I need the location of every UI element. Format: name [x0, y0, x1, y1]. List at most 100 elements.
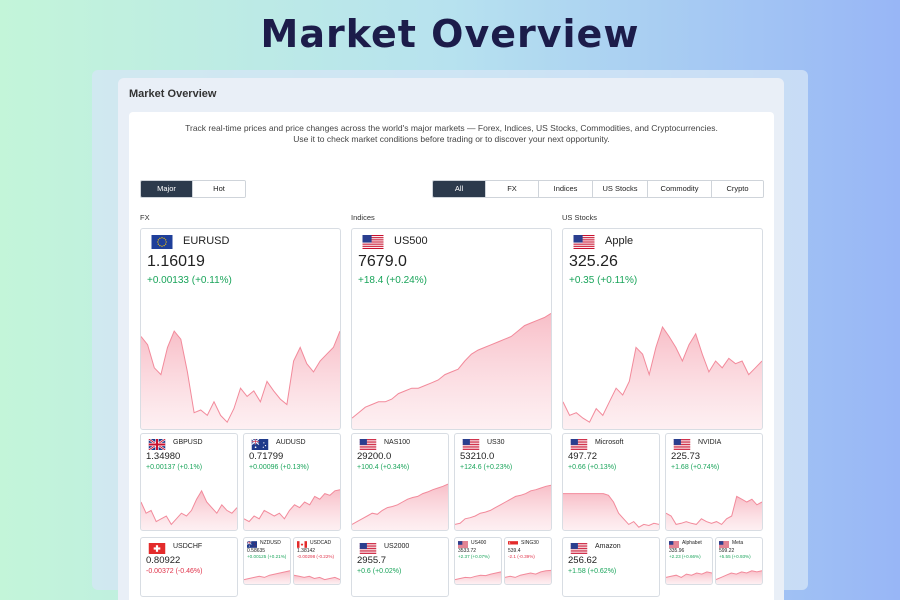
- market-card[interactable]: US30 53210.0 +124.6 (+0.23%): [454, 433, 552, 531]
- price-sparkline: [666, 571, 712, 584]
- sparkline-line: [563, 325, 762, 423]
- symbol-name: US500: [394, 235, 428, 247]
- market-card[interactable]: Alphabet 335.96 +2.23 (+0.66%): [665, 537, 713, 585]
- sparkline-area: [563, 493, 659, 530]
- price-change: -0.00372 (-0.46%): [146, 568, 203, 575]
- market-card[interactable]: GBPUSD 1.34980 +0.00137 (+0.1%): [140, 433, 238, 531]
- price-sparkline: [141, 489, 237, 530]
- market-card[interactable]: NAS100 29200.0 +100.4 (+0.34%): [351, 433, 449, 531]
- symbol-name: US400: [471, 540, 487, 546]
- price-value: 3533.72: [458, 548, 477, 554]
- price-sparkline: [716, 570, 762, 584]
- symbol-name: USDCHF: [173, 543, 203, 550]
- symbol-name: NVIDIA: [698, 439, 722, 446]
- symbol-name: USDCAD: [310, 540, 332, 546]
- market-card[interactable]: Meta 599.22 +5.55 (+0.93%): [715, 537, 763, 585]
- market-card-main[interactable]: US500 7679.0 +18.4 (+0.24%): [351, 228, 552, 430]
- sparkline-line: [294, 574, 340, 581]
- symbol-name: US2000: [384, 543, 410, 550]
- price-change: +100.4 (+0.34%): [357, 464, 410, 471]
- market-card[interactable]: SING30 539.4 -2.1 (-0.39%): [504, 537, 552, 585]
- sparkline-line: [716, 570, 762, 581]
- price-sparkline: [505, 569, 551, 584]
- price-value: 0.80922: [146, 555, 181, 566]
- price-sparkline: [244, 570, 290, 584]
- price-change: +2.37 (+0.07%): [458, 554, 490, 559]
- price-sparkline: [294, 574, 340, 584]
- us-flag-icon: [570, 439, 588, 450]
- sparkline-area: [141, 490, 237, 530]
- market-card-main[interactable]: Apple 325.26 +0.35 (+0.11%): [562, 228, 763, 430]
- price-sparkline: [666, 495, 762, 530]
- page-hero-title: Market Overview: [260, 12, 640, 56]
- price-value: 0.71799: [249, 451, 284, 462]
- symbol-name: US30: [487, 439, 505, 446]
- market-card-main[interactable]: EURUSD 1.16019 +0.00133 (+0.11%): [140, 228, 341, 430]
- symbol-name: NAS100: [384, 439, 411, 446]
- us-flag-icon: [570, 543, 588, 554]
- price-change: +18.4 (+0.24%): [358, 275, 427, 286]
- symbol-name: Alphabet: [682, 540, 702, 546]
- price-change: +5.55 (+0.93%): [719, 554, 751, 559]
- market-card[interactable]: US2000 2955.7 +0.6 (+0.02%): [351, 537, 449, 597]
- sparkline-line: [352, 312, 551, 419]
- section-label-0: FX: [140, 213, 150, 222]
- price-sparkline: [141, 330, 340, 429]
- sparkline-line: [352, 483, 448, 525]
- us-flag-icon: [573, 235, 595, 249]
- description: Track real-time prices and price changes…: [129, 123, 774, 145]
- market-card[interactable]: USDCAD 1.38142 -0.00298 (-0.22%): [293, 537, 341, 585]
- sparkline-line: [244, 489, 340, 523]
- sg-flag-icon: [508, 541, 518, 548]
- price-value: 2955.7: [357, 555, 387, 566]
- price-sparkline: [352, 483, 448, 530]
- price-change: -0.00298 (-0.22%): [297, 554, 335, 559]
- tab-us-stocks[interactable]: US Stocks: [593, 181, 648, 197]
- us-flag-icon: [673, 439, 691, 450]
- price-value: 256.62: [568, 555, 598, 566]
- us-flag-icon: [362, 235, 384, 249]
- market-card[interactable]: USDCHF 0.80922 -0.00372 (-0.46%): [140, 537, 238, 597]
- toggle-major[interactable]: Major: [141, 181, 193, 197]
- sparkline-line: [505, 569, 551, 578]
- symbol-name: Apple: [605, 235, 634, 247]
- price-value: 325.26: [569, 253, 618, 270]
- tab-fx[interactable]: FX: [486, 181, 539, 197]
- us-flag-icon: [458, 541, 468, 548]
- tab-crypto[interactable]: Crypto: [712, 181, 763, 197]
- sparkline-area: [716, 570, 762, 584]
- market-card[interactable]: US400 3533.72 +2.37 (+0.07%): [454, 537, 502, 585]
- price-sparkline: [563, 493, 659, 530]
- symbol-name: AUDUSD: [276, 439, 306, 446]
- tab-commodity[interactable]: Commodity: [648, 181, 712, 197]
- tab-all[interactable]: All: [433, 181, 486, 197]
- market-card[interactable]: Amazon 256.62 +1.58 (+0.62%): [562, 537, 660, 597]
- price-sparkline: [352, 312, 551, 429]
- price-change: +0.00125 (+0.21%): [247, 554, 287, 559]
- sparkline-area: [505, 570, 551, 584]
- price-value: 335.96: [669, 548, 685, 554]
- market-card[interactable]: Microsoft 497.72 +0.66 (+0.13%): [562, 433, 660, 531]
- sparkline-area: [455, 485, 551, 530]
- price-sparkline: [563, 325, 762, 429]
- category-filter-tabs: All FX Indices US Stocks Commodity Crypt…: [432, 180, 764, 198]
- price-change: +2.23 (+0.66%): [669, 554, 701, 559]
- content-panel: Track real-time prices and price changes…: [129, 112, 774, 600]
- sparkline-line: [141, 330, 340, 424]
- market-card[interactable]: NZDUSD 0.58635 +0.00125 (+0.21%): [243, 537, 291, 585]
- nz-flag-icon: [247, 541, 257, 548]
- symbol-name: EURUSD: [183, 235, 230, 247]
- market-card[interactable]: AUDUSD 0.71799 +0.00096 (+0.13%): [243, 433, 341, 531]
- us-flag-icon: [359, 543, 377, 554]
- price-value: 1.38142: [297, 548, 316, 554]
- tab-indices[interactable]: Indices: [539, 181, 593, 197]
- description-line-2: Use it to check market conditions before…: [293, 134, 610, 144]
- sparkline-area: [244, 570, 290, 584]
- price-change: +1.58 (+0.62%): [568, 568, 617, 575]
- market-card[interactable]: NVIDIA 225.73 +1.68 (+0.74%): [665, 433, 763, 531]
- sparkline-area: [666, 571, 712, 584]
- us-flag-icon: [719, 541, 729, 548]
- toggle-hot[interactable]: Hot: [193, 181, 245, 197]
- price-change: -2.1 (-0.39%): [508, 554, 535, 559]
- price-change: +124.6 (+0.23%): [460, 464, 513, 471]
